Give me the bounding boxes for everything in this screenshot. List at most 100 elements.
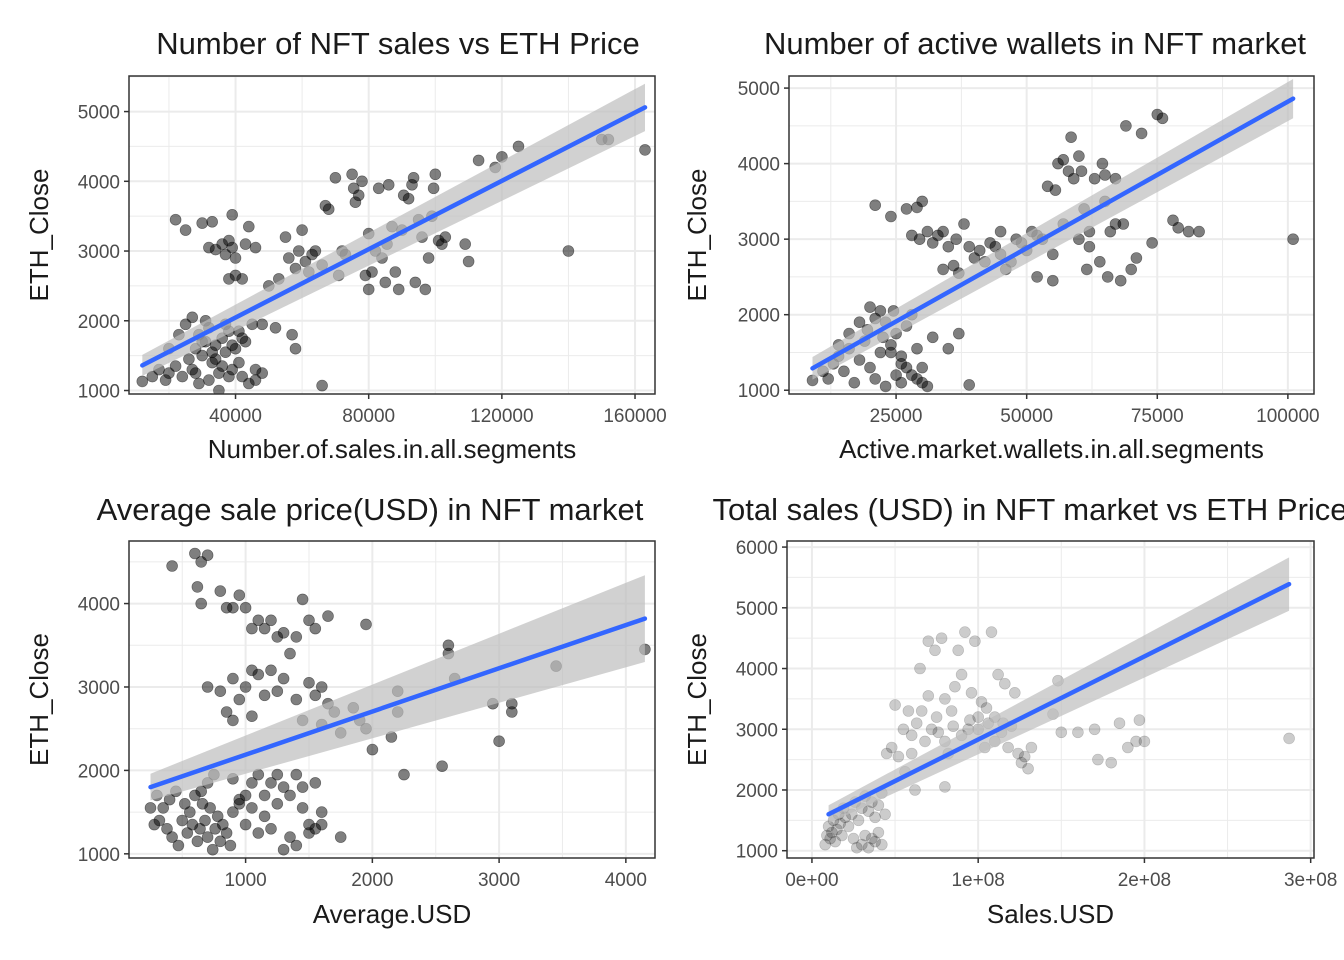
- data-point: [271, 685, 284, 698]
- data-point: [865, 832, 878, 845]
- data-point: [196, 349, 208, 362]
- data-point: [296, 224, 308, 236]
- data-point: [919, 735, 931, 748]
- data-point: [277, 626, 290, 639]
- data-point: [233, 793, 246, 806]
- data-point: [1067, 172, 1080, 185]
- data-point: [921, 380, 934, 393]
- data-point: [290, 768, 303, 781]
- data-point: [220, 706, 233, 718]
- data-point: [184, 806, 196, 818]
- data-point: [1088, 172, 1101, 185]
- data-point: [1156, 112, 1169, 125]
- data-point: [1083, 240, 1096, 253]
- data-point: [256, 318, 269, 331]
- data-point: [829, 835, 842, 848]
- data-point: [223, 370, 235, 383]
- panel-border: [128, 540, 656, 859]
- data-point: [1283, 732, 1295, 745]
- data-point: [252, 827, 265, 839]
- data-point: [258, 689, 271, 702]
- data-point: [949, 680, 961, 693]
- data-point: [932, 726, 945, 739]
- data-point: [935, 632, 948, 645]
- data-point: [265, 822, 277, 835]
- data-point: [879, 808, 891, 821]
- data-point: [939, 781, 951, 793]
- data-point: [169, 213, 182, 226]
- data-point: [161, 822, 173, 835]
- data-point: [930, 711, 943, 723]
- data-point: [937, 263, 949, 276]
- data-point: [1081, 263, 1093, 276]
- data-point: [196, 217, 208, 229]
- data-point: [209, 353, 222, 365]
- data-point: [296, 593, 309, 606]
- data-point: [905, 747, 918, 760]
- data-point: [1105, 756, 1117, 769]
- data-point: [362, 283, 375, 296]
- data-point: [214, 585, 227, 597]
- data-point: [166, 831, 178, 843]
- y-tick-label: 2000: [736, 781, 778, 802]
- data-point: [855, 838, 868, 851]
- data-point: [360, 618, 372, 631]
- y-tick-label: 5000: [736, 599, 778, 620]
- data-point: [869, 811, 881, 824]
- y-tick-label: 2000: [738, 306, 780, 327]
- data-point: [379, 276, 392, 289]
- x-tick-label: 160000: [603, 406, 666, 427]
- data-point: [191, 835, 204, 848]
- data-point: [226, 209, 238, 221]
- data-point: [224, 839, 237, 852]
- data-point: [219, 248, 232, 261]
- chart-title: Number of active wallets in NFT market: [764, 26, 1306, 61]
- y-tick-label: 3000: [78, 242, 120, 263]
- data-point: [1018, 750, 1031, 763]
- data-point: [220, 827, 233, 839]
- data-point: [252, 614, 265, 627]
- data-point: [322, 610, 334, 622]
- x-tick-label: 120000: [470, 406, 533, 427]
- data-point: [1099, 169, 1111, 181]
- data-point: [204, 802, 216, 814]
- data-point: [822, 373, 835, 385]
- x-tick-label: 2e+08: [1118, 870, 1171, 891]
- data-point: [916, 195, 929, 208]
- data-point: [913, 233, 926, 245]
- data-point: [346, 168, 358, 181]
- data-point: [265, 664, 277, 677]
- data-point: [902, 705, 915, 717]
- chart-title: Total sales (USD) in NFT market vs ETH P…: [712, 492, 1344, 527]
- data-point: [952, 644, 965, 657]
- data-point: [1022, 762, 1034, 775]
- data-point: [915, 705, 928, 717]
- x-tick-label: 3000: [478, 870, 520, 891]
- data-point: [249, 363, 262, 376]
- data-point: [214, 835, 227, 848]
- data-point: [973, 244, 986, 257]
- data-point: [1094, 255, 1106, 268]
- data-point: [290, 839, 303, 852]
- data-point: [942, 342, 955, 355]
- data-point: [1055, 726, 1068, 739]
- data-point: [206, 843, 219, 856]
- data-point: [853, 316, 866, 329]
- data-point: [195, 785, 207, 798]
- data-point: [153, 814, 166, 827]
- data-point: [1072, 726, 1084, 739]
- data-point: [189, 367, 202, 379]
- data-point: [874, 346, 887, 359]
- data-point: [869, 373, 882, 385]
- data-point: [869, 199, 882, 211]
- data-point: [169, 360, 182, 372]
- data-point: [191, 581, 204, 593]
- data-point: [157, 802, 169, 814]
- scatter-points: [819, 626, 1295, 854]
- x-tick-label: 1e+08: [951, 870, 1004, 891]
- chart-title: Number of NFT sales vs ETH Price: [156, 26, 639, 61]
- data-point: [201, 681, 214, 693]
- data-point: [864, 361, 876, 374]
- data-point: [909, 784, 921, 796]
- data-point: [322, 203, 335, 215]
